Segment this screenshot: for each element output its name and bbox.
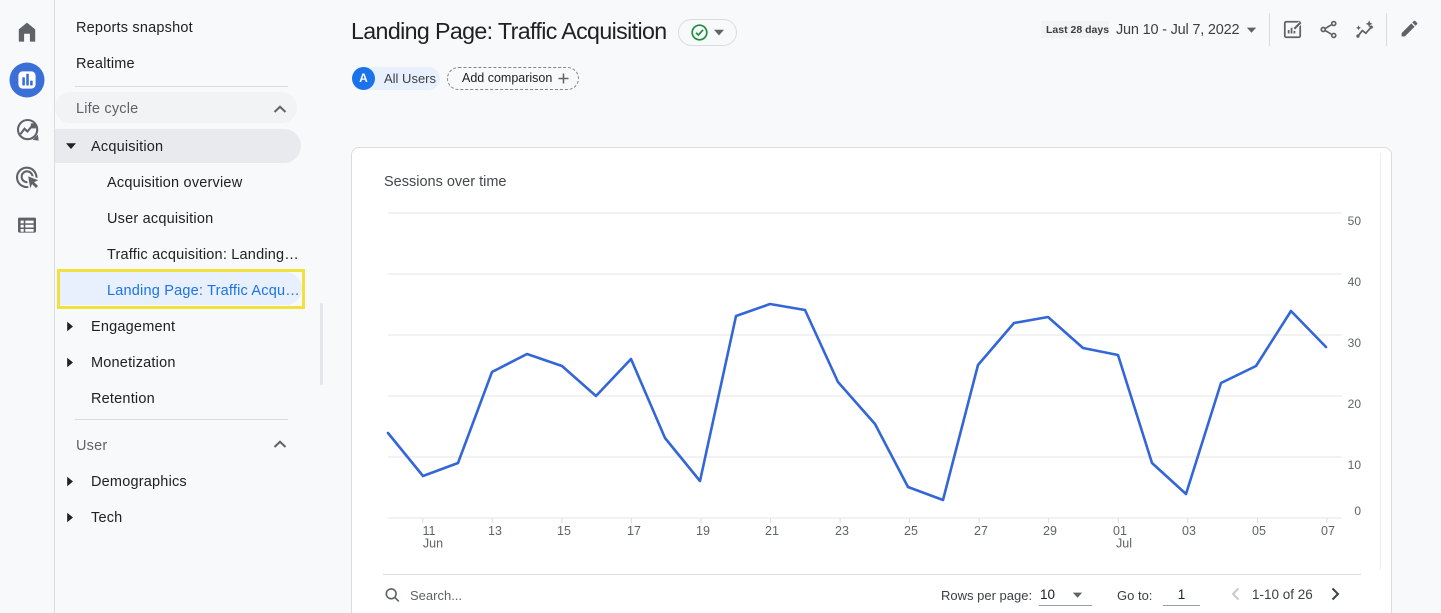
svg-text:Jul: Jul	[1116, 537, 1132, 551]
svg-text:19: 19	[696, 524, 710, 538]
svg-text:07: 07	[1321, 524, 1335, 538]
svg-text:25: 25	[904, 524, 918, 538]
svg-text:Jun: Jun	[423, 537, 443, 551]
svg-text:23: 23	[835, 524, 849, 538]
svg-text:30: 30	[1348, 336, 1362, 350]
svg-text:05: 05	[1252, 524, 1266, 538]
svg-text:10: 10	[1348, 458, 1362, 472]
svg-text:29: 29	[1043, 524, 1057, 538]
svg-text:40: 40	[1348, 275, 1362, 289]
svg-text:13: 13	[488, 524, 502, 538]
svg-text:0: 0	[1354, 504, 1361, 518]
svg-text:17: 17	[627, 524, 641, 538]
svg-text:03: 03	[1182, 524, 1196, 538]
svg-text:15: 15	[557, 524, 571, 538]
svg-text:27: 27	[974, 524, 988, 538]
svg-text:50: 50	[1348, 214, 1362, 228]
svg-text:11: 11	[423, 524, 436, 538]
svg-text:01: 01	[1113, 524, 1127, 538]
svg-text:20: 20	[1348, 397, 1362, 411]
svg-text:21: 21	[765, 524, 779, 538]
